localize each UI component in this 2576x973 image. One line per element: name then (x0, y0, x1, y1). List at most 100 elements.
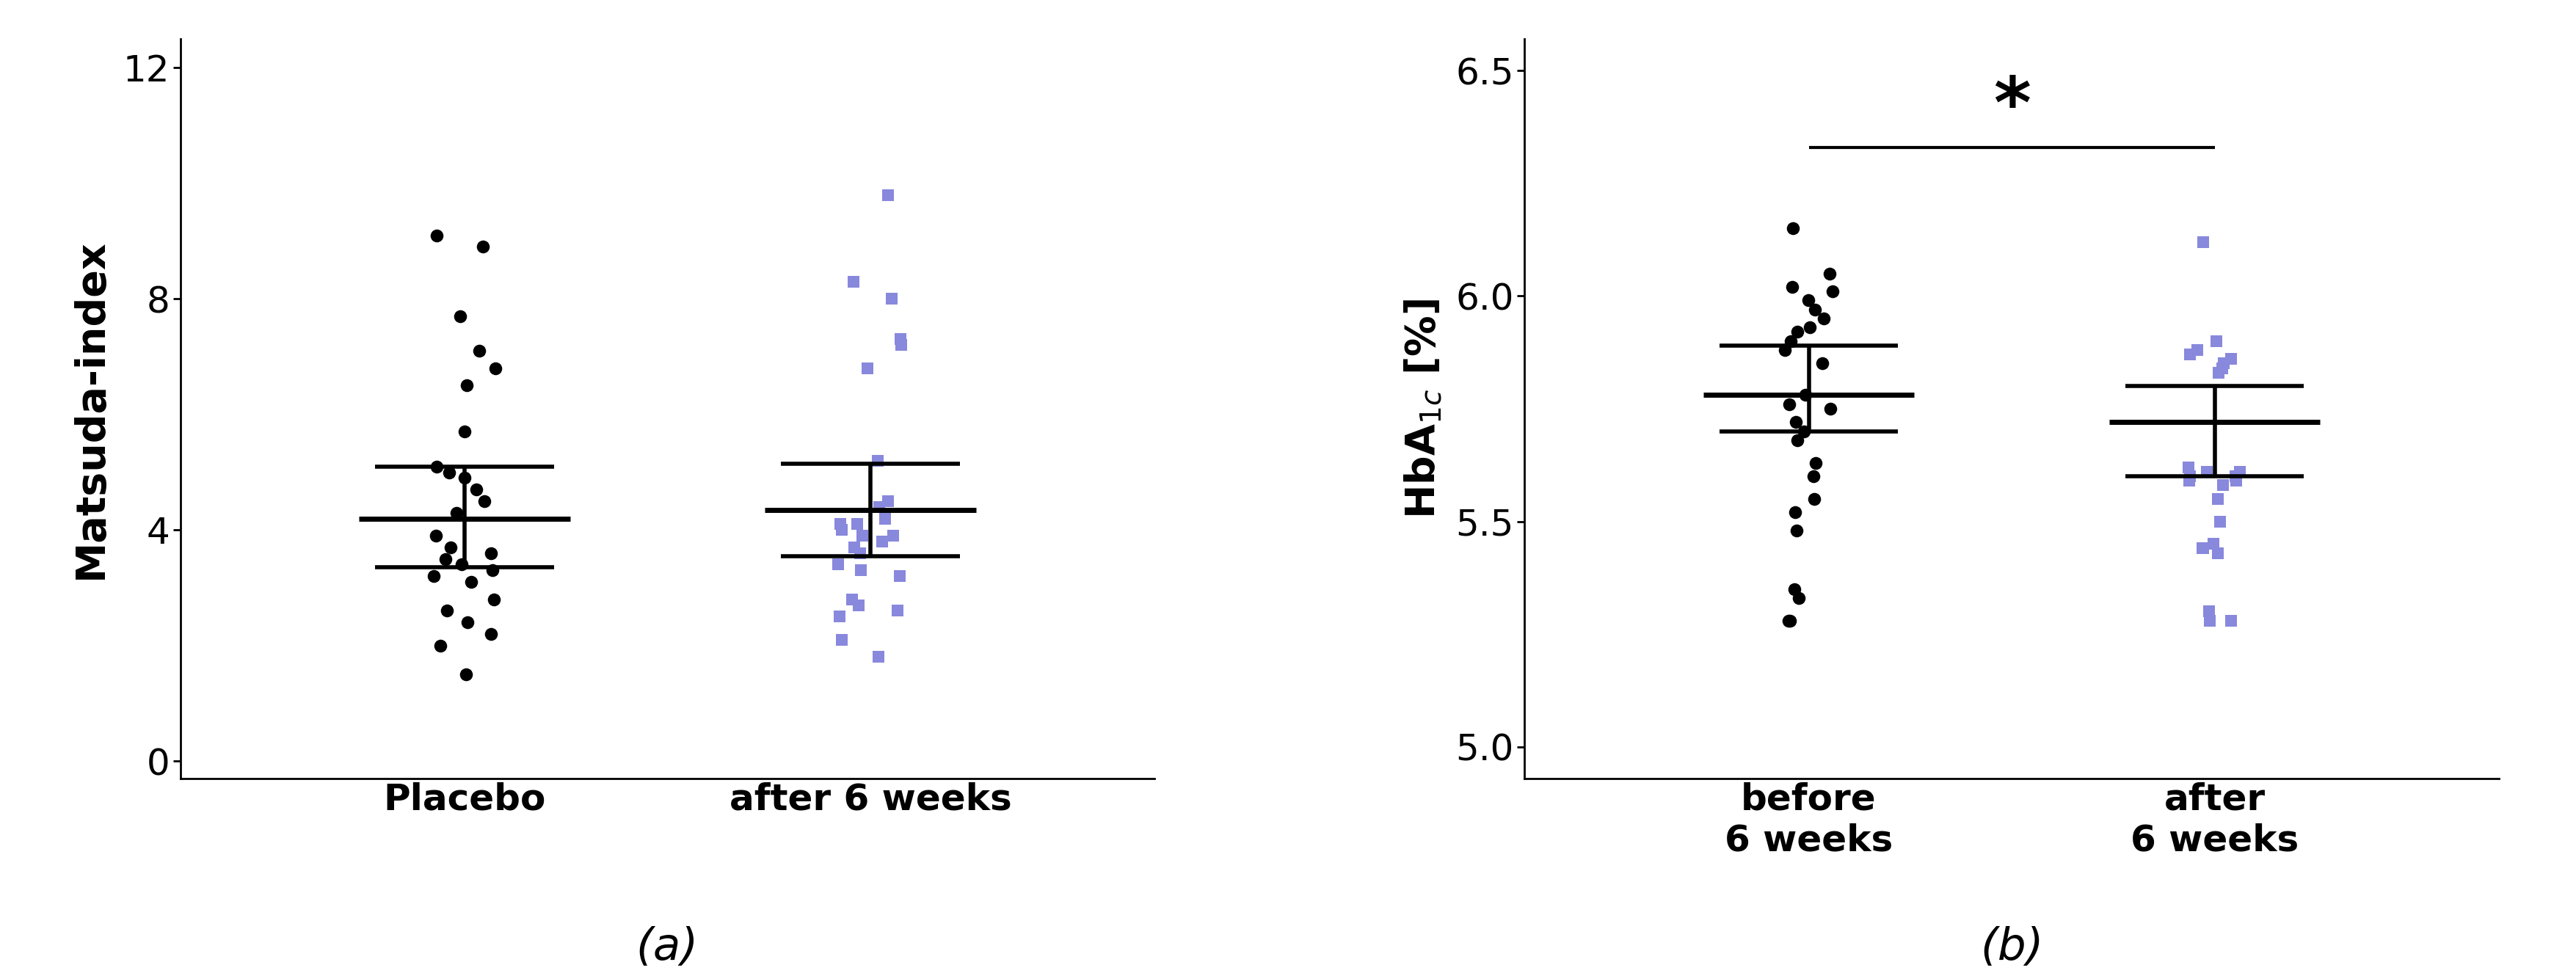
Point (840, 545, 881, 560)
Point (2177, 342, 2218, 358)
Point (868, 187, 909, 202)
Point (1811, 401, 1852, 416)
Point (1772, 279, 1814, 295)
Point (2202, 478, 2244, 493)
Point (2197, 491, 2239, 507)
Point (2215, 473, 2257, 488)
Point (1801, 356, 1842, 372)
Point (876, 603, 917, 619)
Point (819, 517, 860, 532)
Point (425, 603, 466, 619)
Point (1772, 221, 1814, 236)
Point (868, 493, 909, 509)
Point (464, 493, 505, 509)
Point (858, 499, 899, 515)
Point (471, 627, 513, 642)
Point (881, 338, 922, 353)
Point (474, 592, 515, 607)
Point (456, 482, 497, 497)
Point (860, 534, 902, 550)
Point (2210, 351, 2251, 367)
Point (2182, 541, 2223, 557)
Point (822, 523, 863, 538)
Point (2197, 545, 2239, 560)
Point (873, 528, 914, 544)
Point (1777, 324, 1819, 340)
Point (1775, 505, 1816, 521)
Point (1808, 266, 1850, 281)
Point (415, 528, 456, 544)
Point (440, 308, 482, 324)
Point (451, 574, 492, 590)
Point (842, 528, 884, 544)
Point (2195, 333, 2236, 348)
Point (430, 539, 471, 555)
Point (459, 343, 500, 359)
Point (1767, 613, 1808, 629)
Y-axis label: HbA$_{1c}$ [%]: HbA$_{1c}$ [%] (1404, 299, 1443, 519)
Point (871, 291, 912, 306)
Point (440, 557, 482, 572)
Point (837, 517, 878, 532)
Point (471, 562, 513, 578)
Point (2182, 234, 2223, 250)
Point (1803, 310, 1844, 326)
Point (435, 505, 477, 521)
Point (2215, 469, 2257, 485)
Point (1777, 432, 1819, 448)
Point (1775, 581, 1816, 596)
Point (446, 667, 487, 682)
Point (425, 551, 466, 566)
Point (2202, 360, 2244, 376)
Point (2187, 464, 2228, 480)
Point (835, 539, 876, 555)
Point (858, 452, 899, 468)
Point (2197, 365, 2239, 380)
Point (1795, 455, 1837, 471)
Point (2169, 459, 2210, 475)
Point (428, 464, 469, 480)
Point (822, 632, 863, 648)
Point (1775, 523, 1816, 538)
Point (2187, 604, 2228, 620)
Point (817, 557, 858, 572)
Point (443, 424, 484, 440)
Point (1811, 284, 1852, 300)
Point (2210, 613, 2251, 629)
Point (471, 545, 513, 560)
Text: (a): (a) (636, 926, 698, 969)
Point (1777, 591, 1819, 606)
Point (2182, 541, 2223, 557)
Point (2169, 473, 2210, 488)
Point (832, 273, 873, 289)
Point (837, 597, 878, 613)
Point (848, 360, 889, 376)
Point (2202, 356, 2244, 372)
Point (1793, 491, 1834, 507)
Point (2169, 469, 2210, 485)
Point (832, 592, 873, 607)
Point (863, 511, 904, 526)
Point (2169, 346, 2210, 362)
Point (2221, 464, 2262, 480)
Point (858, 649, 899, 665)
Point (840, 562, 881, 578)
Point (417, 228, 459, 243)
Point (2192, 536, 2233, 552)
Point (1785, 387, 1826, 403)
Point (1770, 333, 1811, 348)
Point (881, 332, 922, 347)
Point (474, 360, 515, 376)
Point (412, 568, 453, 584)
Point (1788, 293, 1829, 308)
Point (1783, 423, 1824, 439)
Point (878, 568, 920, 584)
Point (1770, 613, 1811, 629)
Text: (b): (b) (1981, 926, 2043, 969)
Point (1765, 342, 1806, 358)
Text: *: * (1994, 74, 2030, 143)
Point (443, 470, 484, 486)
Point (461, 239, 502, 255)
Point (1770, 396, 1811, 412)
Point (1775, 414, 1816, 430)
